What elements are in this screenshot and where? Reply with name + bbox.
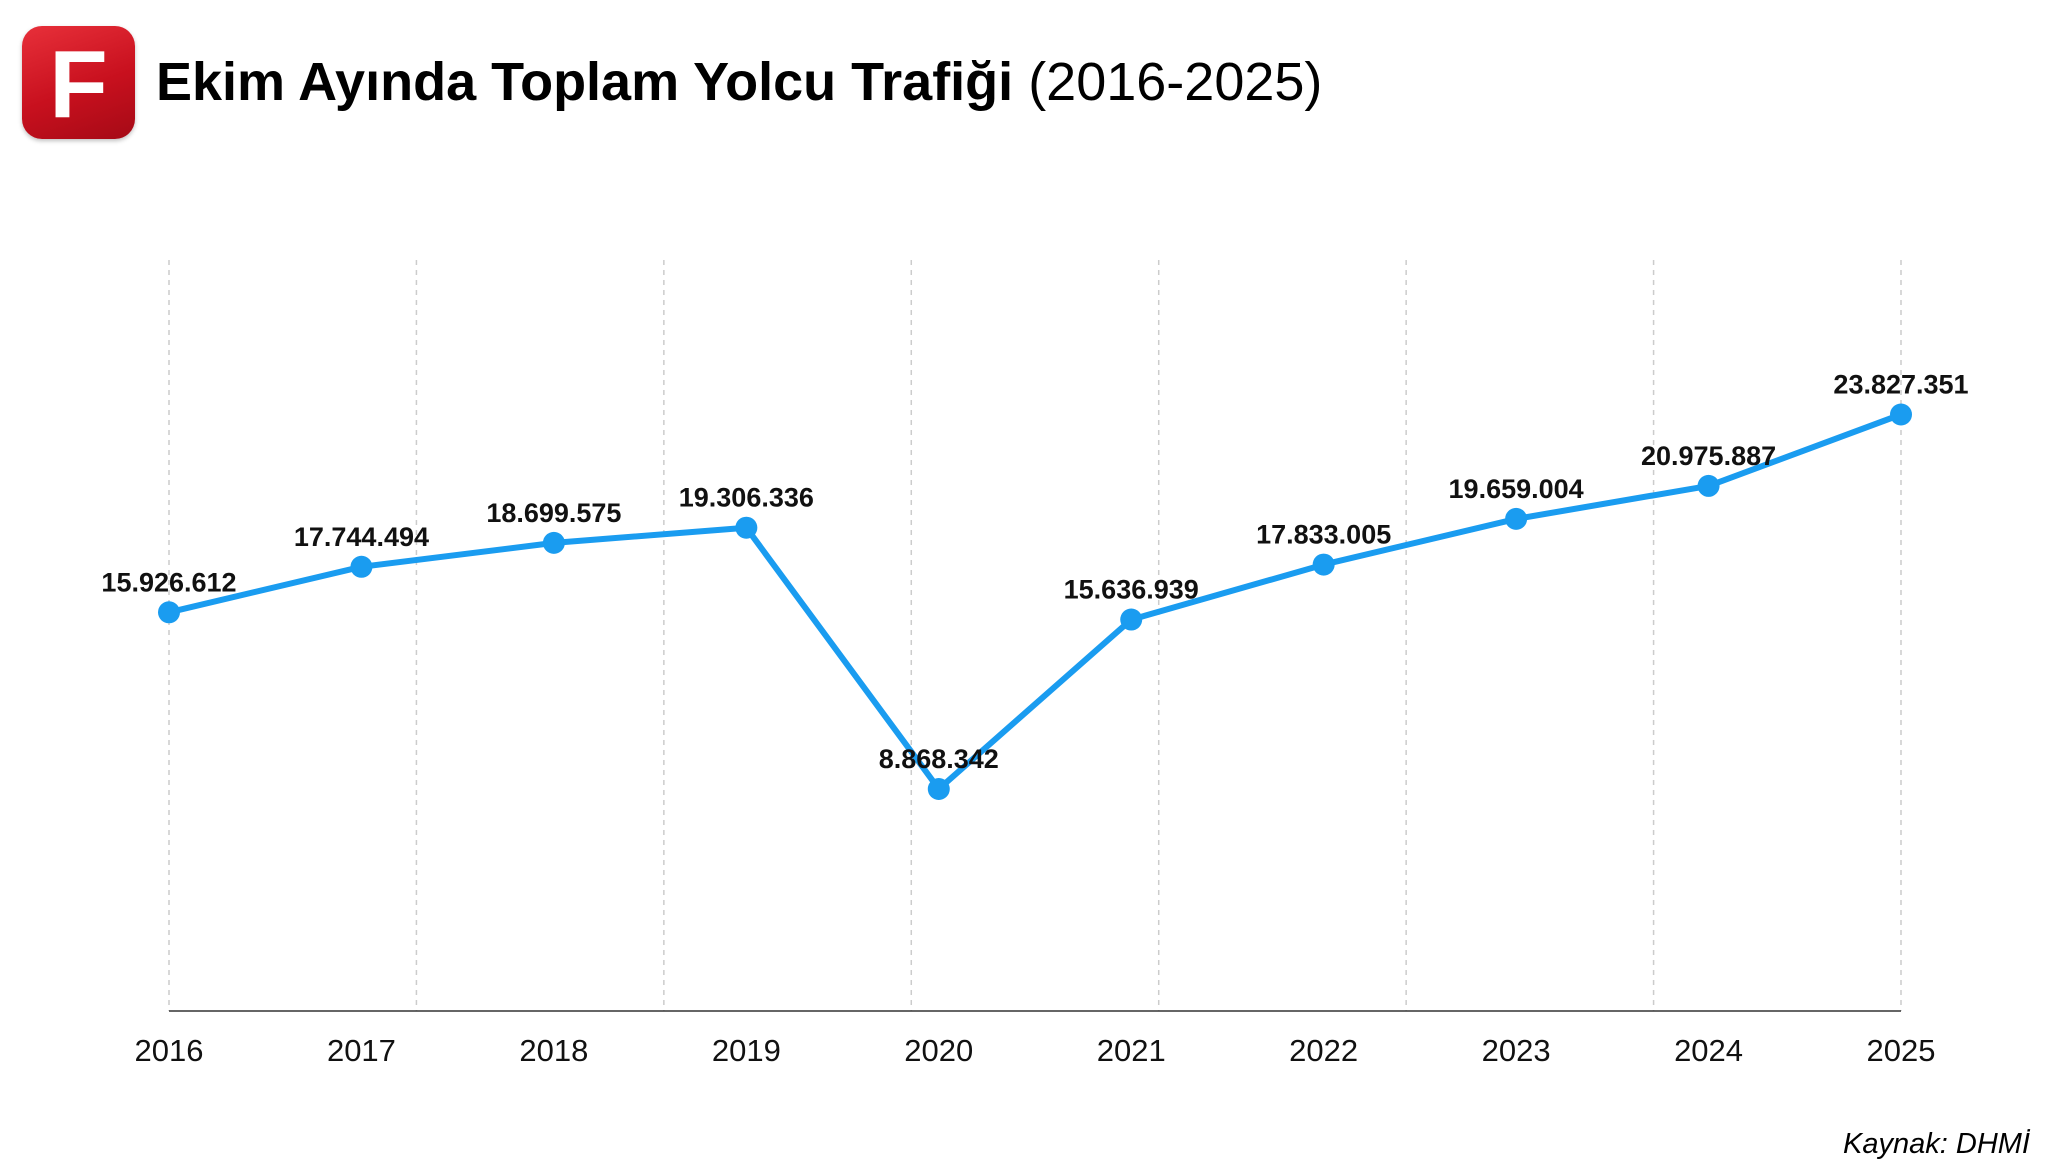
data-label: 20.975.887 [1641, 441, 1776, 471]
data-point [1120, 608, 1143, 631]
x-tick-label: 2016 [135, 1033, 204, 1068]
x-tick-label: 2025 [1867, 1033, 1936, 1068]
data-label: 17.833.005 [1256, 520, 1391, 550]
data-point [158, 601, 180, 624]
title-main: Ekim Ayında Toplam Yolcu Trafiği [156, 52, 1014, 112]
x-tick-label: 2017 [327, 1033, 396, 1068]
x-tick-label: 2024 [1674, 1033, 1743, 1068]
data-point [1697, 474, 1720, 497]
data-label: 23.827.351 [1833, 370, 1968, 400]
data-label: 8.868.342 [879, 744, 999, 774]
data-point [927, 777, 950, 800]
data-point [1505, 507, 1528, 530]
data-labels: 15.926.612 17.744.494 18.699.575 19.306.336… [101, 370, 1968, 774]
data-label: 19.306.336 [679, 483, 814, 513]
logo-letter: F [49, 30, 108, 138]
data-label: 18.699.575 [486, 498, 621, 528]
data-label: 15.926.612 [101, 567, 236, 597]
data-point [735, 516, 758, 539]
x-tick-label: 2021 [1097, 1033, 1166, 1068]
data-label: 17.744.494 [294, 522, 429, 552]
data-point [350, 555, 373, 578]
data-label: 19.659.004 [1449, 474, 1584, 504]
x-tick-label: 2022 [1289, 1033, 1358, 1068]
x-axis-tick-labels: 2016 2017 2018 2019 2020 2021 2022 2023 2024 2025 [135, 1033, 1936, 1068]
data-points [158, 403, 1912, 800]
data-point [1312, 553, 1335, 576]
x-tick-label: 2018 [519, 1033, 588, 1068]
data-point [1890, 403, 1912, 426]
title-sub: (2016-2025) [1028, 52, 1323, 112]
source-note: Kaynak: DHMİ [1843, 1128, 2030, 1160]
series-line [166, 411, 1904, 792]
brand-logo: F [22, 26, 135, 139]
x-tick-label: 2020 [904, 1033, 973, 1068]
chart-title: Ekim Ayında Toplam Yolcu Trafiği (2016-2… [156, 50, 1322, 114]
x-tick-label: 2019 [712, 1033, 781, 1068]
data-point [542, 531, 565, 554]
x-tick-label: 2023 [1482, 1033, 1551, 1068]
data-label: 15.636.939 [1064, 575, 1199, 605]
grid-lines [168, 260, 1902, 1011]
